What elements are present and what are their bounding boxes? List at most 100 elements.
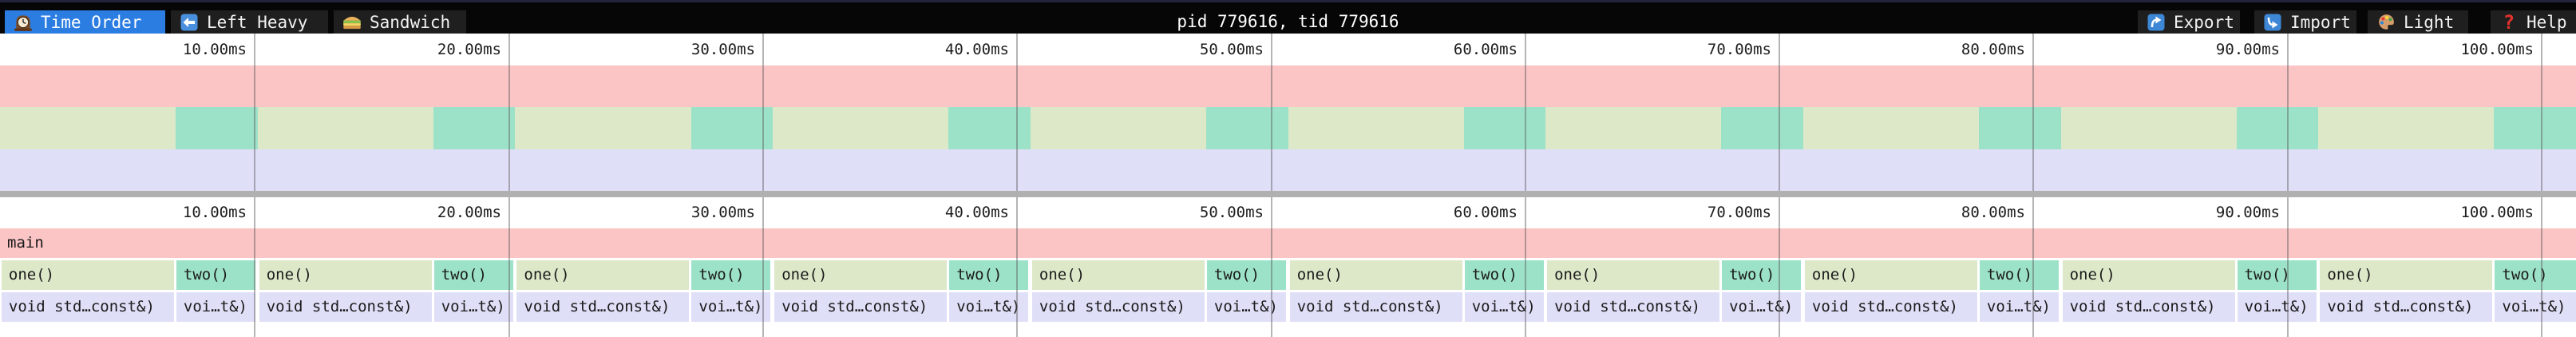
frame-label: two()	[1729, 266, 1775, 283]
minimap-row-level2[interactable]	[0, 149, 2576, 191]
frame-label: voi…t&)	[1471, 298, 1536, 315]
export-button[interactable]: Export	[2138, 10, 2240, 34]
frame-child-two[interactable]: voi…t&)	[1722, 292, 1802, 322]
frame-two[interactable]: two()	[1206, 260, 1286, 290]
profile-title: pid 779616, tid 779616	[1177, 12, 1399, 31]
frame-two[interactable]: two()	[949, 260, 1029, 290]
time-tick-label: 50.00ms	[1199, 204, 1264, 221]
action-label: Export	[2174, 12, 2234, 32]
frame-label: void std…const&)	[2327, 298, 2474, 315]
minimap-row-level1[interactable]	[0, 107, 2576, 149]
frame-child-one[interactable]: void std…const&)	[774, 292, 948, 322]
import-button[interactable]: Import	[2254, 10, 2356, 34]
time-tick-label: 90.00ms	[2215, 41, 2280, 58]
minimap-two-block	[433, 107, 516, 149]
frame-one[interactable]: one()	[1547, 260, 1720, 290]
time-tick-label: 90.00ms	[2215, 204, 2280, 221]
frame-one[interactable]: one()	[774, 260, 948, 290]
frame-two[interactable]: two()	[1722, 260, 1802, 290]
tick-gridline	[254, 34, 255, 191]
frame-child-two[interactable]: voi…t&)	[949, 292, 1029, 322]
minimap-two-block	[2494, 107, 2576, 149]
tab-sandwich[interactable]: Sandwich	[334, 10, 466, 34]
frame-child-one[interactable]: void std…const&)	[516, 292, 690, 322]
frame-child-two[interactable]: voi…t&)	[1979, 292, 2059, 322]
frame-label: one()	[2327, 266, 2373, 283]
frame-two[interactable]: two()	[1464, 260, 1544, 290]
tab-left-heavy[interactable]: Left Heavy	[171, 10, 328, 34]
tick-gridline	[1779, 34, 1780, 191]
frame-one[interactable]: one()	[2320, 260, 2493, 290]
frame-label: one()	[1296, 266, 1343, 283]
frame-child-two[interactable]: voi…t&)	[176, 292, 255, 322]
frame-label: one()	[266, 266, 312, 283]
minimap-two-block	[175, 107, 258, 149]
frame-two[interactable]: two()	[1979, 260, 2059, 290]
tick-gridline	[254, 197, 255, 337]
frame-main[interactable]: main	[0, 228, 2576, 258]
frame-label: one()	[1039, 266, 1086, 283]
frame-child-one[interactable]: void std…const&)	[1289, 292, 1462, 322]
frame-child-one[interactable]: void std…const&)	[1, 292, 174, 322]
help-button[interactable]: ? Help	[2491, 10, 2576, 34]
time-tick-label: 100.00ms	[2460, 41, 2534, 58]
frame-label: void std…const&)	[1296, 298, 1443, 315]
frame-two[interactable]: two()	[2237, 260, 2317, 290]
frame-two[interactable]: two()	[691, 260, 771, 290]
frame-child-two[interactable]: voi…t&)	[2495, 292, 2576, 322]
tick-gridline	[2287, 197, 2289, 337]
frame-child-one[interactable]: void std…const&)	[1547, 292, 1720, 322]
frame-label: main	[7, 234, 44, 252]
frame-child-one[interactable]: void std…const&)	[1031, 292, 1205, 322]
frame-label: void std…const&)	[1811, 298, 1958, 315]
time-tick-label: 70.00ms	[1707, 41, 1771, 58]
frame-child-two[interactable]: voi…t&)	[433, 292, 513, 322]
frame-label: one()	[782, 266, 828, 283]
tick-gridline	[1271, 34, 1272, 191]
frame-one[interactable]: one()	[1031, 260, 1205, 290]
frame-label: voi…t&)	[1986, 298, 2051, 315]
frame-child-two[interactable]: voi…t&)	[1464, 292, 1544, 322]
time-tick-label: 30.00ms	[690, 41, 755, 58]
frame-child-two[interactable]: voi…t&)	[691, 292, 771, 322]
tab-label: Time Order	[41, 12, 142, 32]
tab-label: Left Heavy	[207, 12, 308, 32]
export-icon	[2146, 12, 2166, 33]
frame-label: voi…t&)	[183, 298, 247, 315]
frame-one[interactable]: one()	[2062, 260, 2235, 290]
minimap-row-main[interactable]	[0, 65, 2576, 107]
frame-one[interactable]: one()	[259, 260, 432, 290]
minimap-two-block	[690, 107, 774, 149]
tick-gridline	[2541, 197, 2542, 337]
frame-two[interactable]: two()	[176, 260, 255, 290]
frame-one[interactable]: one()	[1804, 260, 1977, 290]
frame-one[interactable]: one()	[1, 260, 174, 290]
frame-label: voi…t&)	[956, 298, 1021, 315]
frame-child-two[interactable]: voi…t&)	[1206, 292, 1286, 322]
frame-child-one[interactable]: void std…const&)	[2062, 292, 2235, 322]
time-tick-label: 20.00ms	[437, 204, 501, 221]
frame-label: voi…t&)	[441, 298, 505, 315]
tab-time-order[interactable]: Time Order	[5, 10, 165, 34]
frame-two[interactable]: two()	[433, 260, 513, 290]
frame-label: one()	[8, 266, 55, 283]
frame-label: two()	[698, 266, 745, 283]
theme-toggle-button[interactable]: Light	[2368, 10, 2468, 34]
frame-child-two[interactable]: voi…t&)	[2237, 292, 2317, 322]
window-top-border	[0, 0, 2576, 2]
minimap-two-block	[1978, 107, 2061, 149]
frame-label: two()	[1213, 266, 1260, 283]
help-icon: ?	[2503, 10, 2515, 34]
frame-child-one[interactable]: void std…const&)	[1804, 292, 1977, 322]
time-tick-label: 60.00ms	[1453, 41, 1518, 58]
frame-one[interactable]: one()	[516, 260, 690, 290]
frame-child-one[interactable]: void std…const&)	[259, 292, 432, 322]
frame-two[interactable]: two()	[2495, 260, 2576, 290]
frame-label: two()	[2502, 266, 2548, 283]
time-tick-label: 10.00ms	[182, 204, 247, 221]
minimap-two-block	[1463, 107, 1546, 149]
action-label: Help	[2527, 12, 2567, 32]
frame-label: void std…const&)	[524, 298, 671, 315]
frame-child-one[interactable]: void std…const&)	[2320, 292, 2493, 322]
frame-one[interactable]: one()	[1289, 260, 1462, 290]
